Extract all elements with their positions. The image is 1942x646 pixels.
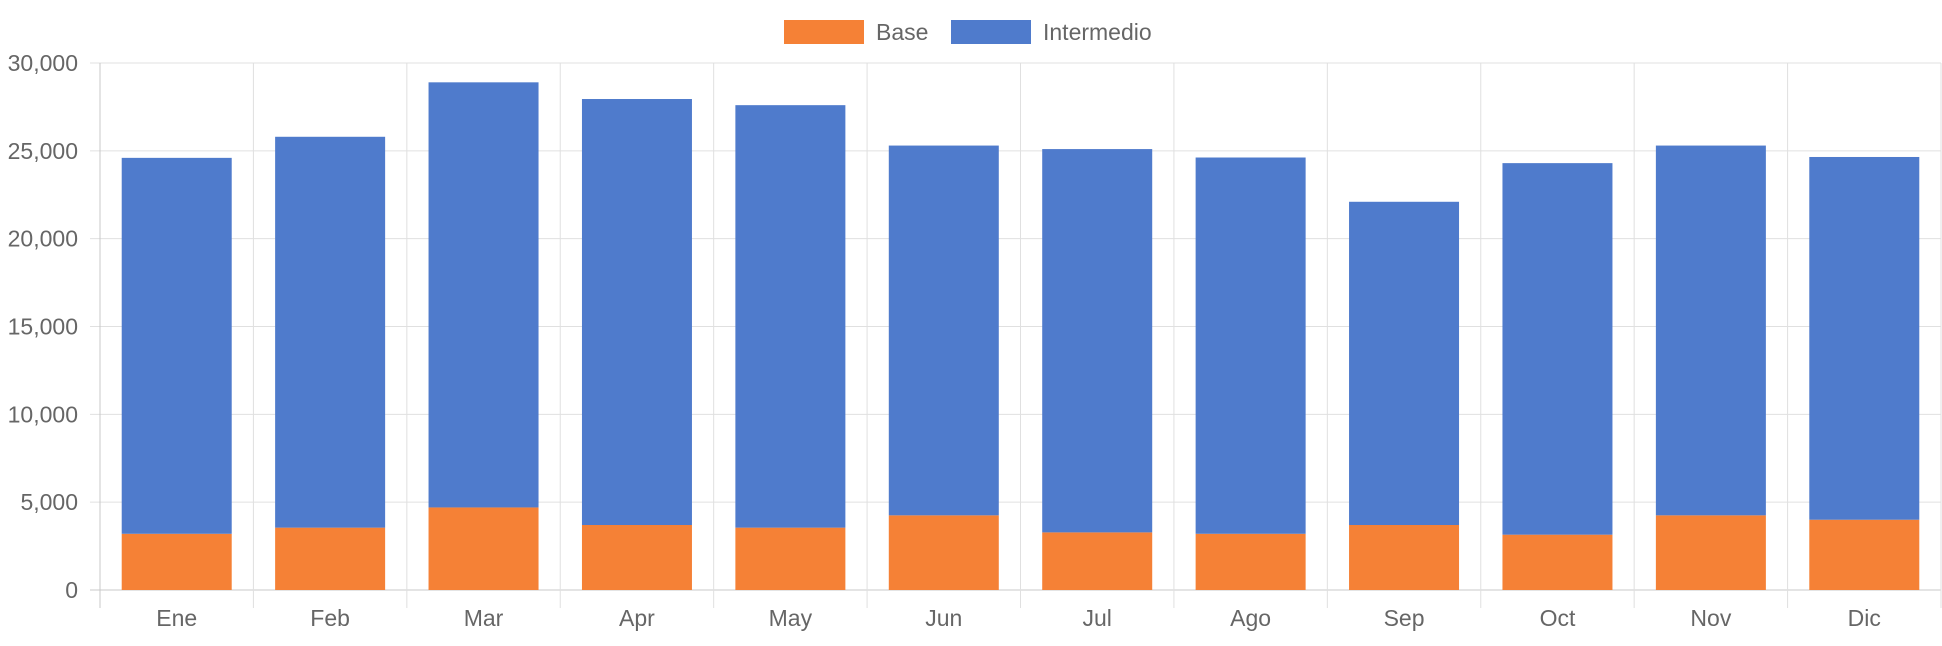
bar-base-may bbox=[735, 527, 846, 590]
axes: 0 5,000 10,000 15,000 20,000 25,000 30,000 Ene F… bbox=[8, 50, 1881, 631]
legend-label-intermedio: Intermedio bbox=[1043, 19, 1152, 45]
bar-intermedio-may bbox=[735, 105, 846, 528]
y-tick-label: 0 bbox=[65, 577, 78, 603]
bar-base-dic bbox=[1809, 519, 1920, 590]
bar-base-oct bbox=[1502, 534, 1613, 590]
x-tick-label: Mar bbox=[464, 605, 504, 631]
bar-base-mar bbox=[428, 507, 539, 590]
x-tick-label: Ene bbox=[156, 605, 197, 631]
bar-intermedio-feb bbox=[275, 136, 386, 528]
x-tick-label: Nov bbox=[1690, 605, 1731, 631]
y-tick-label: 15,000 bbox=[8, 314, 78, 340]
bar-intermedio-nov bbox=[1655, 145, 1766, 516]
bars bbox=[121, 82, 1920, 590]
x-tick-label: Jun bbox=[925, 605, 962, 631]
y-tick-label: 10,000 bbox=[8, 401, 78, 427]
legend-label-base: Base bbox=[876, 19, 928, 45]
bar-base-ago bbox=[1195, 533, 1306, 590]
x-tick-label: Sep bbox=[1384, 605, 1425, 631]
x-tick-label: Oct bbox=[1540, 605, 1576, 631]
y-tick-label: 5,000 bbox=[20, 489, 78, 515]
bar-intermedio-apr bbox=[581, 99, 692, 526]
bar-intermedio-sep bbox=[1349, 201, 1460, 526]
bar-intermedio-jul bbox=[1042, 149, 1153, 533]
grid bbox=[90, 62, 1942, 608]
y-tick-label: 25,000 bbox=[8, 138, 78, 164]
legend: Base Intermedio bbox=[784, 19, 1152, 45]
x-tick-label: Ago bbox=[1230, 605, 1271, 631]
bar-base-ene bbox=[121, 533, 232, 590]
legend-swatch-base bbox=[784, 20, 864, 44]
x-tick-label: May bbox=[769, 605, 813, 631]
x-tick-label: Apr bbox=[619, 605, 655, 631]
bar-base-jul bbox=[1042, 532, 1153, 590]
y-tick-label: 20,000 bbox=[8, 226, 78, 252]
bar-base-feb bbox=[275, 527, 386, 590]
bar-base-apr bbox=[581, 525, 692, 590]
y-tick-label: 30,000 bbox=[8, 50, 78, 76]
bar-base-jun bbox=[888, 515, 999, 590]
bar-intermedio-ago bbox=[1195, 157, 1306, 534]
bar-intermedio-dic bbox=[1809, 156, 1920, 520]
bar-base-nov bbox=[1655, 515, 1766, 590]
bar-intermedio-oct bbox=[1502, 163, 1613, 535]
bar-intermedio-jun bbox=[888, 145, 999, 516]
x-tick-label: Dic bbox=[1848, 605, 1881, 631]
x-tick-label: Jul bbox=[1083, 605, 1112, 631]
legend-swatch-intermedio bbox=[951, 20, 1031, 44]
bar-base-sep bbox=[1349, 525, 1460, 590]
bar-intermedio-mar bbox=[428, 82, 539, 508]
x-tick-label: Feb bbox=[310, 605, 350, 631]
bar-intermedio-ene bbox=[121, 157, 232, 534]
